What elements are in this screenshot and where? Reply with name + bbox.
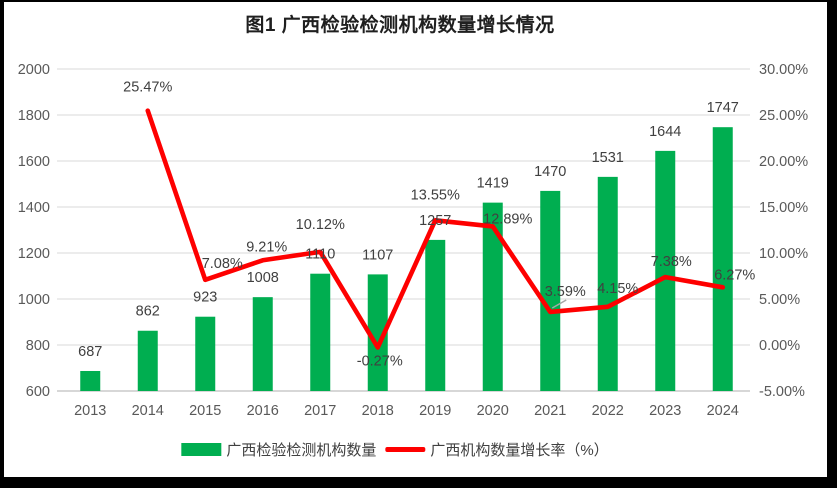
rate-label-2018: -0.27% [357,353,403,369]
x-axis-tick: 2024 [707,403,739,419]
rate-label-2023: 7.38% [651,254,692,270]
right-axis-tick: 25.00% [759,108,808,124]
rate-label-2019: 13.55% [411,187,460,203]
left-axis-tick: 2000 [18,62,50,78]
bar-2015 [195,316,216,391]
bar-2019 [425,239,446,391]
bar-label-2014: 862 [136,304,160,320]
rate-label-2022: 4.15% [597,281,638,297]
bar-label-2018: 1107 [362,247,393,263]
chart-canvas [4,2,827,477]
rate-label-2015: 7.08% [202,256,243,272]
bar-label-2021: 1470 [534,164,566,180]
right-axis-tick: 5.00% [759,292,800,308]
rate-label-2016: 9.21% [246,239,287,255]
legend-line-swatch [385,447,426,452]
growth-rate-line [145,108,726,350]
x-axis-tick: 2017 [304,403,336,419]
bar-2013 [80,370,101,391]
legend-line-label: 广西机构数量增长率（%） [430,442,609,459]
x-axis-tick: 2020 [477,403,509,419]
x-axis-tick: 2016 [247,403,279,419]
legend-bar-label: 广西检验检测机构数量 [226,442,377,459]
x-axis-tick: 2018 [362,403,394,419]
x-axis-tick: 2022 [592,403,624,419]
bar-label-2023: 1644 [649,124,681,140]
chart-title: 图1 广西检验检测机构数量增长情况 [245,15,555,36]
bar-label-2019: 1257 [419,213,451,229]
rate-label-2024: 6.27% [714,267,755,283]
left-axis-tick: 800 [26,338,50,354]
left-axis-tick: 1400 [18,200,50,216]
bar-2024 [712,127,733,391]
right-axis-tick: 30.00% [759,62,808,78]
bar-label-2017: 1110 [305,247,335,263]
rate-label-2017: 10.12% [296,217,345,233]
legend: 广西检验检测机构数量 广西机构数量增长率（%） [181,439,609,460]
left-axis-tick: 1200 [18,246,50,262]
bar-label-2024: 1747 [707,100,739,116]
bar-label-2015: 923 [193,290,217,306]
bar-2017 [310,273,331,391]
left-axis-tick: 1000 [18,292,50,308]
x-axis-tick: 2023 [649,403,681,419]
bar-label-2016: 1008 [247,270,279,286]
left-axis-tick: 1800 [18,108,50,124]
right-axis-tick: 15.00% [759,200,808,216]
right-axis-tick: 0.00% [759,338,800,354]
right-axis-tick: -5.00% [759,384,805,400]
right-axis-tick: 10.00% [759,246,808,262]
x-axis-tick: 2021 [534,403,566,419]
rate-label-2020: 12.89% [483,211,532,227]
x-axis-tick: 2015 [189,403,221,419]
bar-2021 [540,190,561,391]
x-axis-tick: 2019 [419,403,451,419]
bar-label-2022: 1531 [592,150,624,166]
left-axis-tick: 600 [26,384,50,400]
x-axis-tick: 2013 [74,403,106,419]
x-axis-tick: 2014 [132,403,164,419]
bar-2016 [252,297,273,391]
label-leader-line [551,299,567,309]
bar-2022 [597,176,618,391]
bar-2023 [655,150,676,391]
bar-2020 [482,202,503,391]
left-axis-tick: 1600 [18,154,50,170]
rate-label-2021: 3.59% [545,284,586,300]
right-axis-tick: 20.00% [759,154,808,170]
bar-label-2013: 687 [78,344,102,360]
bar-2018 [367,274,388,391]
bar-2014 [137,330,158,391]
rate-label-2014: 25.47% [123,80,172,96]
legend-bar-swatch [181,443,222,456]
bar-label-2020: 1419 [477,176,509,192]
